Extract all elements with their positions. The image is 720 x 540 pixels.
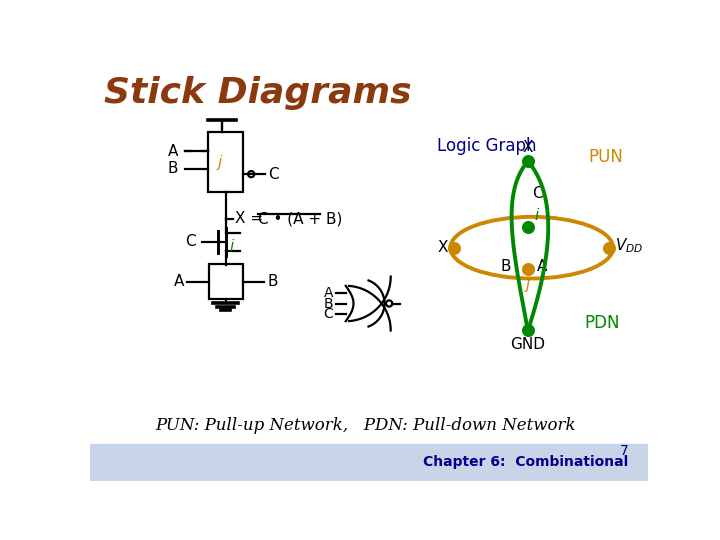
Text: X: X — [438, 240, 448, 255]
Text: A: A — [168, 144, 179, 159]
Text: C • (A + B): C • (A + B) — [258, 211, 343, 226]
Text: Chapter 6:  Combinational: Chapter 6: Combinational — [423, 455, 629, 469]
Text: B: B — [500, 259, 510, 274]
Text: B: B — [324, 296, 333, 310]
Text: i: i — [534, 208, 539, 224]
Bar — [209, 264, 243, 299]
Text: PDN: PDN — [585, 314, 620, 332]
Text: PUN: PUN — [588, 148, 624, 166]
Text: Stick Diagrams: Stick Diagrams — [104, 76, 412, 110]
Bar — [208, 132, 243, 192]
Text: C: C — [269, 167, 279, 181]
Text: Logic Graph: Logic Graph — [437, 137, 536, 154]
Text: C: C — [186, 234, 196, 249]
Point — [522, 265, 534, 273]
Text: B: B — [168, 161, 179, 176]
Text: A: A — [324, 286, 333, 300]
Bar — [90, 444, 648, 481]
Point — [522, 157, 534, 165]
Text: C: C — [533, 186, 543, 201]
Point — [522, 222, 534, 231]
Text: j: j — [217, 155, 222, 170]
Text: B: B — [267, 274, 278, 289]
Point — [449, 244, 460, 252]
Text: X =: X = — [235, 211, 263, 226]
Text: A: A — [537, 259, 547, 274]
Text: i: i — [230, 239, 234, 254]
Text: j: j — [526, 276, 530, 292]
Text: C: C — [323, 307, 333, 321]
Text: $V_{DD}$: $V_{DD}$ — [616, 237, 644, 255]
Text: GND: GND — [510, 336, 545, 352]
Text: PUN: Pull-up Network,   PDN: Pull-down Network: PUN: Pull-up Network, PDN: Pull-down Net… — [155, 417, 575, 434]
Point — [603, 244, 615, 252]
Point — [522, 326, 534, 335]
Text: A: A — [174, 274, 184, 289]
Text: 7: 7 — [620, 444, 629, 458]
Text: X: X — [523, 140, 533, 155]
